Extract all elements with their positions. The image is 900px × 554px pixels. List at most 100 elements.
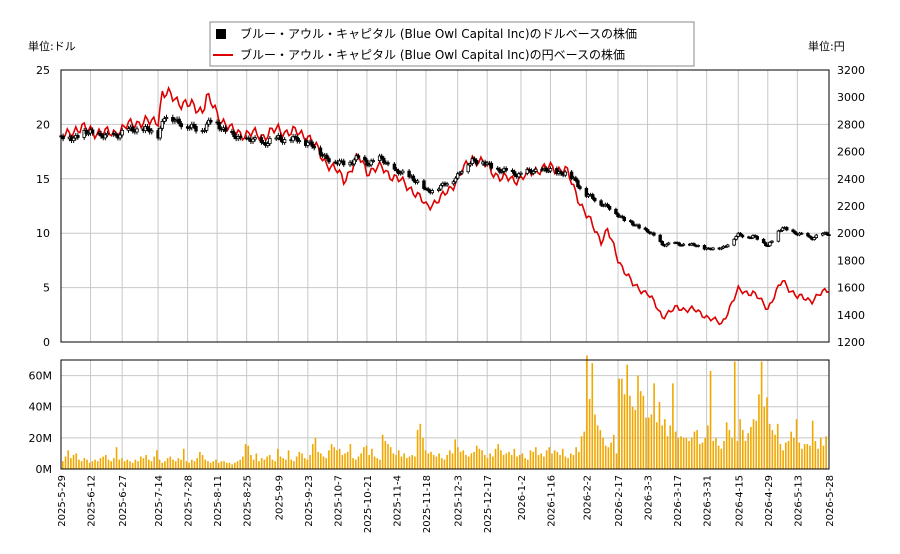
volume-bar [354, 459, 357, 469]
volume-bar [642, 395, 645, 469]
volume-bar [750, 426, 752, 469]
volume-bar [185, 461, 188, 469]
usd-price-candle [569, 171, 574, 179]
usd-price-candle [778, 230, 783, 232]
volume-bar [360, 453, 362, 469]
x-tick-label: 2026-1-2 [517, 475, 528, 520]
usd-price-candle [504, 167, 508, 171]
usd-price-candle [436, 188, 441, 191]
volume-bar [647, 417, 650, 469]
volume-bar [94, 459, 96, 469]
usd-price-candle [755, 236, 759, 240]
volume-bar [809, 445, 811, 469]
usd-price-candle [451, 181, 456, 185]
x-tick-label: 2025-9-9 [274, 475, 285, 520]
usd-price-candle [371, 160, 375, 163]
usd-price-candle [578, 186, 582, 189]
usd-price-candle [527, 168, 532, 171]
volume-bar [744, 440, 747, 469]
volume-bar [419, 423, 422, 469]
volume-bar [594, 414, 596, 469]
volume-bar [156, 450, 158, 469]
volume-bar [741, 430, 744, 469]
volume-bar [782, 450, 784, 469]
volume-bar [414, 456, 416, 469]
volume-bar [371, 448, 373, 469]
usd-price-candle [135, 128, 139, 133]
volume-bar [631, 406, 634, 469]
usd-price-candle [306, 141, 310, 146]
volume-bar [78, 459, 80, 469]
volume-bar [664, 419, 666, 469]
volume-bar [400, 456, 403, 469]
volume-bar [645, 417, 647, 469]
usd-price-candle [812, 237, 816, 241]
volume-bar [637, 375, 639, 469]
usd-price-candle [386, 162, 390, 165]
volume-bar [290, 459, 293, 469]
volume-bar [747, 433, 749, 469]
usd-price-candle [177, 118, 181, 124]
usd-price-candle [398, 172, 403, 175]
x-tick-label: 2025-8-25 [243, 475, 254, 527]
volume-bar [196, 458, 198, 469]
usd-price-candle [652, 232, 656, 236]
volume-bar [96, 461, 99, 469]
legend: ブルー・アウル・キャピタル (Blue Owl Capital Inc)のドルベ… [209, 21, 695, 67]
usd-price-candle [574, 177, 578, 182]
volume-bar [427, 453, 430, 469]
usd-price-candle [126, 128, 131, 131]
volume-bar [169, 456, 172, 469]
jpy-price-series [60, 85, 830, 326]
legend-jpy-label: ブルー・アウル・キャピタル (Blue Owl Capital Inc)の円ベー… [240, 47, 625, 62]
x-tick-label: 2026-3-31 [703, 475, 714, 527]
volume-bar [588, 398, 591, 469]
x-tick-label: 2025-11-18 [422, 475, 433, 533]
usd-price-candle [681, 243, 686, 246]
volume-bar [387, 444, 389, 469]
volume-bar [596, 425, 599, 469]
volume-bar [564, 456, 567, 469]
volume-bar [285, 459, 287, 469]
left-y-tick-label: 25 [36, 64, 50, 77]
usd-price-candle [806, 232, 810, 237]
x-tick-label: 2025-11-4 [392, 475, 403, 527]
volume-bar [674, 431, 677, 469]
usd-price-candle [194, 126, 198, 132]
volume-bar [470, 453, 473, 469]
volume-bar [591, 363, 594, 469]
volume-bar [225, 462, 228, 469]
volume-bar [403, 453, 405, 469]
usd-price-candle [291, 135, 295, 142]
usd-price-candle [825, 232, 829, 235]
volume-bar [599, 430, 602, 469]
volume-bar [483, 454, 486, 469]
usd-price-candle [607, 205, 612, 210]
volume-bar [755, 420, 758, 469]
volume-bar [303, 458, 306, 469]
right-y-tick-label: 1800 [837, 254, 865, 267]
volume-bar [129, 461, 131, 469]
volume-bar [723, 440, 725, 469]
usd-price-candle [559, 171, 563, 175]
volume-bar [653, 383, 655, 469]
volume-bar [494, 448, 497, 469]
volume-bar [298, 451, 301, 469]
volume-bar [481, 450, 483, 469]
usd-price-candle [468, 163, 472, 166]
volume-bar [443, 459, 446, 469]
volume-bar [328, 450, 330, 469]
volume-bar [139, 456, 142, 469]
volume-bar [99, 458, 102, 469]
left-axis-unit-label: 単位:ドル [28, 39, 76, 53]
usd-price-candle [702, 244, 707, 250]
volume-bar [518, 454, 521, 469]
volume-bar [602, 437, 604, 469]
usd-price-candle [295, 136, 299, 142]
volume-bar [529, 450, 532, 469]
volume-bar [806, 444, 809, 469]
usd-price-candle [266, 143, 270, 146]
usd-price-candle [251, 138, 255, 143]
volume-bar [685, 437, 688, 469]
